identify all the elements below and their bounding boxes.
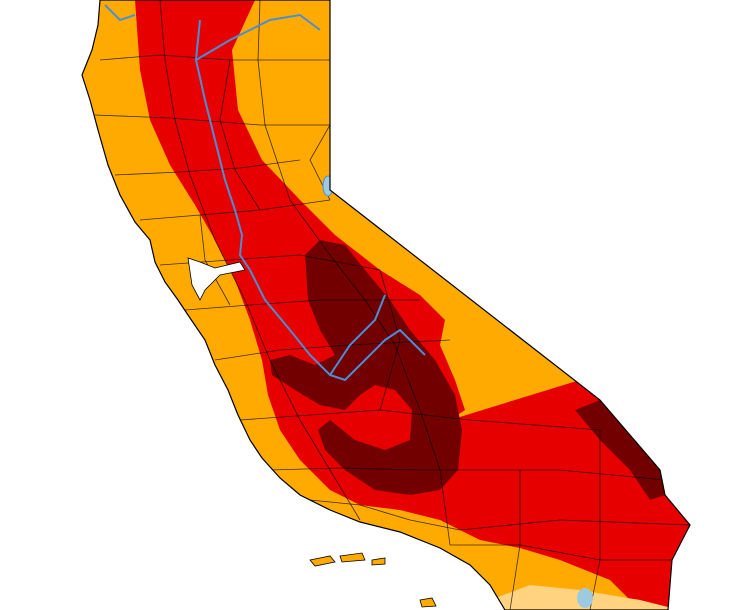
klamath-river — [104, 4, 136, 22]
exceptional-drought-area — [270, 240, 462, 495]
pit-river — [195, 13, 321, 61]
san-joaquin-river — [249, 269, 426, 382]
lake-tahoe — [322, 175, 334, 197]
sacramento-river — [194, 19, 251, 271]
extreme-drought-area — [135, 0, 690, 610]
tributary-river — [329, 294, 386, 376]
rivers — [104, 4, 426, 382]
salton-sea — [577, 588, 593, 608]
san-francisco-bay — [187, 257, 246, 301]
exceptional-drought-area-east — [575, 400, 665, 500]
channel-islands — [309, 552, 437, 608]
